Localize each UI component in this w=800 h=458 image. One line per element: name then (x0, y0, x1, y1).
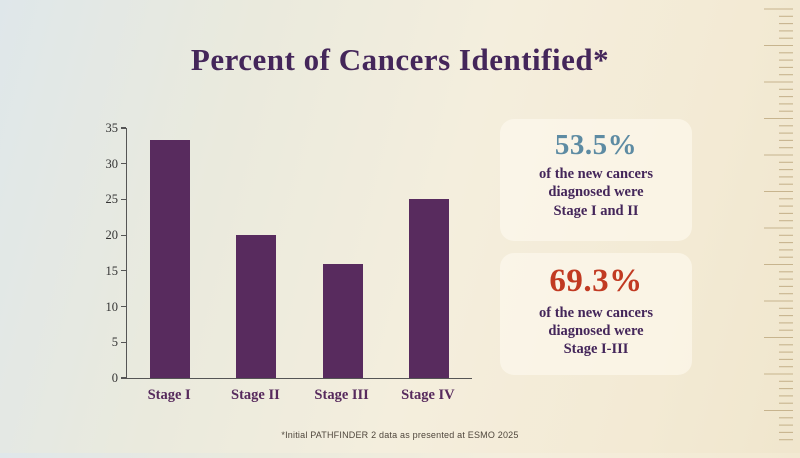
x-axis-label-stage-ii: Stage II (231, 387, 280, 403)
y-axis-tick-mark (121, 163, 126, 165)
y-axis-tick-mark (121, 234, 126, 236)
stat-desc-line: diagnosed were (548, 323, 644, 340)
chart-plot-area (126, 128, 472, 379)
x-axis-label-stage-i: Stage I (147, 387, 191, 403)
y-axis-tick-mark (121, 341, 126, 343)
stat-desc-line: diagnosed were (548, 184, 644, 201)
bar-stage-i (150, 140, 191, 378)
ruler-decoration (758, 0, 794, 453)
footnote: *Initial PATHFINDER 2 data as presented … (281, 430, 519, 440)
y-axis-tick-mark (121, 198, 126, 201)
stat-value-stage-1-2: 53.5% (554, 129, 638, 161)
y-axis-tick-label: 10 (105, 299, 119, 314)
stat-card-stage-1-2: 53.5% of the new cancers diagnosed were … (500, 119, 692, 241)
stat-desc-stage-1-2: of the new cancers diagnosed were Stage … (500, 165, 692, 219)
stat-desc-line: Stage I and II (553, 202, 639, 219)
stat-desc-line: Stage I-III (563, 341, 629, 358)
y-axis-tick-mark (121, 270, 126, 272)
ruler-ticks-icon (764, 8, 793, 441)
stat-desc-line: of the new cancers (539, 304, 653, 321)
stat-desc-line: of the new cancers (539, 166, 653, 183)
y-axis-tick-label: 0 (111, 371, 118, 385)
y-axis-tick-label: 30 (105, 156, 119, 171)
y-axis-tick-label: 25 (105, 192, 119, 207)
bar-stage-ii (236, 235, 277, 378)
bar-chart: 0 5 10 15 20 25 30 35 Stage I Stage II Stage III St… (88, 120, 518, 420)
y-axis-tick-label: 35 (105, 121, 119, 135)
stat-desc-stage-1-3: of the new cancers diagnosed were Stage … (500, 304, 692, 358)
bar-stage-iv (408, 199, 449, 378)
stat-card-stage-1-3: 69.3% of the new cancers diagnosed were … (500, 253, 692, 375)
y-axis-tick-mark (121, 127, 126, 129)
y-axis-tick-label: 20 (105, 228, 119, 243)
stat-value-stage-1-3: 69.3% (549, 263, 643, 299)
bar-stage-iii (322, 263, 363, 378)
y-axis-tick-label: 15 (105, 263, 119, 278)
page-title: Percent of Cancers Identified* (190, 42, 610, 77)
x-axis-label-stage-iv: Stage IV (401, 387, 455, 403)
x-axis-label-stage-iii: Stage III (314, 387, 369, 403)
y-axis-tick-mark (121, 305, 126, 308)
y-axis-tick-label: 5 (111, 335, 118, 350)
y-axis-tick-mark (121, 377, 126, 379)
